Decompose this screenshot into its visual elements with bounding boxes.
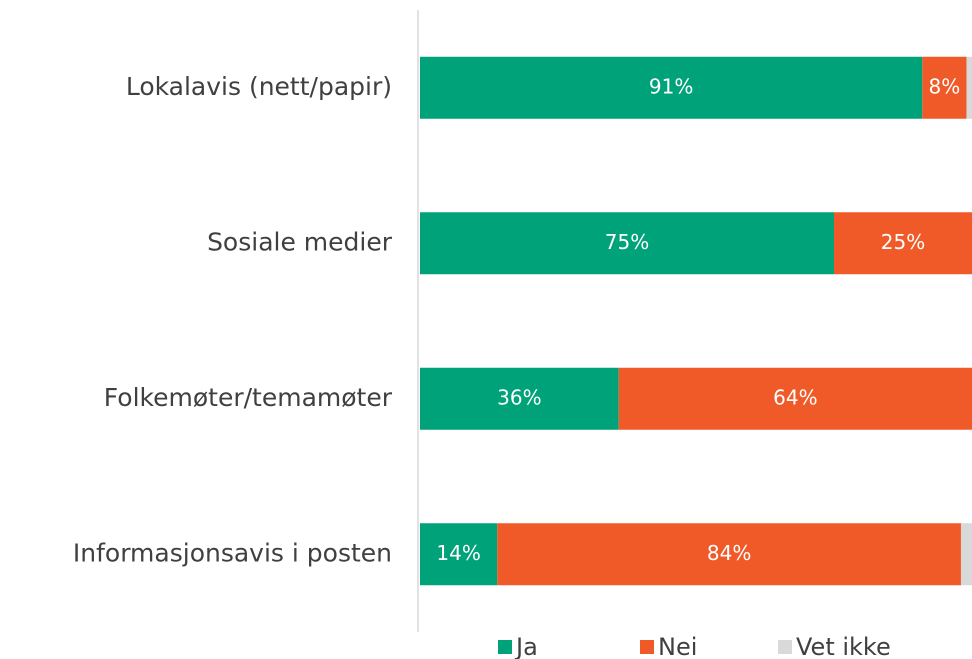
legend-swatch [498,640,512,654]
legend-label: Nei [658,633,697,659]
bar-segment [420,367,619,430]
legend-swatch [640,640,654,654]
data-label: 25% [881,230,925,254]
data-label: 14% [436,541,480,565]
bar-segment [834,212,972,275]
data-label: 64% [773,385,817,409]
legend-label: Vet ikke [796,633,891,659]
data-label: 75% [605,230,649,254]
category-label: Lokalavis (nett/papir) [126,72,392,101]
data-label: 84% [707,541,751,565]
data-label: 91% [649,74,693,98]
bar-segment [420,212,834,275]
bar-segment [960,523,972,586]
category-label: Folkemøter/temamøter [104,383,393,412]
category-label: Sosiale medier [207,227,393,256]
data-label: 8% [929,74,961,98]
bar-segment [922,56,967,119]
bar-segment [420,523,498,586]
category-label: Informasjonsavis i posten [73,538,392,567]
data-label: 36% [497,385,541,409]
bar-segment [497,523,961,586]
bar-segment [966,56,972,119]
bar-segment [420,56,923,119]
legend-label: Ja [514,633,538,659]
legend-swatch [778,640,792,654]
bar-segment [618,367,972,430]
